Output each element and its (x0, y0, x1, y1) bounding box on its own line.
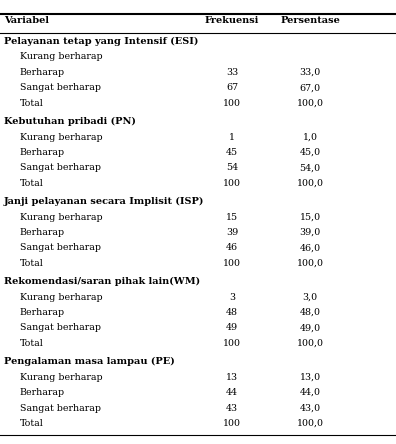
Text: 100,0: 100,0 (297, 179, 324, 188)
Text: Kurang berharap: Kurang berharap (20, 52, 103, 62)
Text: 44: 44 (226, 388, 238, 397)
Text: Pelayanan tetap yang Intensif (ESI): Pelayanan tetap yang Intensif (ESI) (4, 36, 198, 46)
Text: 13,0: 13,0 (299, 373, 321, 381)
Text: Kurang berharap: Kurang berharap (20, 293, 103, 301)
Text: 46: 46 (226, 243, 238, 253)
Text: Kurang berharap: Kurang berharap (20, 132, 103, 142)
Text: 33: 33 (226, 68, 238, 77)
Text: Berharap: Berharap (20, 308, 65, 317)
Text: Sangat berharap: Sangat berharap (20, 163, 101, 173)
Text: Total: Total (20, 99, 44, 108)
Text: 43: 43 (226, 404, 238, 412)
Text: 100: 100 (223, 99, 241, 108)
Text: 54: 54 (226, 163, 238, 173)
Text: Total: Total (20, 339, 44, 348)
Text: 100,0: 100,0 (297, 339, 324, 348)
Text: 3: 3 (229, 293, 235, 301)
Text: 43,0: 43,0 (299, 404, 321, 412)
Text: 1: 1 (229, 132, 235, 142)
Text: 100,0: 100,0 (297, 419, 324, 428)
Text: 13: 13 (226, 373, 238, 381)
Text: 100: 100 (223, 179, 241, 188)
Text: Total: Total (20, 179, 44, 188)
Text: 46,0: 46,0 (299, 243, 321, 253)
Text: 100,0: 100,0 (297, 259, 324, 268)
Text: 48: 48 (226, 308, 238, 317)
Text: 67,0: 67,0 (299, 83, 321, 92)
Text: Kebutuhan pribadi (PN): Kebutuhan pribadi (PN) (4, 116, 136, 126)
Text: Kurang berharap: Kurang berharap (20, 373, 103, 381)
Text: 33,0: 33,0 (299, 68, 321, 77)
Text: 100,0: 100,0 (297, 99, 324, 108)
Text: 48,0: 48,0 (299, 308, 320, 317)
Text: 100: 100 (223, 339, 241, 348)
Text: Sangat berharap: Sangat berharap (20, 324, 101, 333)
Text: 15,0: 15,0 (299, 213, 321, 222)
Text: Berharap: Berharap (20, 388, 65, 397)
Text: Pengalaman masa lampau (PE): Pengalaman masa lampau (PE) (4, 357, 175, 365)
Text: Total: Total (20, 259, 44, 268)
Text: Kurang berharap: Kurang berharap (20, 213, 103, 222)
Text: 67: 67 (226, 83, 238, 92)
Text: 44,0: 44,0 (299, 388, 320, 397)
Text: 49,0: 49,0 (299, 324, 321, 333)
Text: Berharap: Berharap (20, 68, 65, 77)
Text: 100: 100 (223, 419, 241, 428)
Text: Berharap: Berharap (20, 148, 65, 157)
Text: 39: 39 (226, 228, 238, 237)
Text: 45: 45 (226, 148, 238, 157)
Text: 1,0: 1,0 (303, 132, 318, 142)
Text: 15: 15 (226, 213, 238, 222)
Text: 3,0: 3,0 (303, 293, 318, 301)
Text: 54,0: 54,0 (299, 163, 321, 173)
Text: Rekomendasi/saran pihak lain(WM): Rekomendasi/saran pihak lain(WM) (4, 277, 200, 285)
Text: Sangat berharap: Sangat berharap (20, 83, 101, 92)
Text: Frekuensi: Frekuensi (205, 16, 259, 25)
Text: Berharap: Berharap (20, 228, 65, 237)
Text: Sangat berharap: Sangat berharap (20, 404, 101, 412)
Text: Total: Total (20, 419, 44, 428)
Text: 100: 100 (223, 259, 241, 268)
Text: 39,0: 39,0 (299, 228, 321, 237)
Text: Variabel: Variabel (4, 16, 49, 25)
Text: Sangat berharap: Sangat berharap (20, 243, 101, 253)
Text: 45,0: 45,0 (299, 148, 321, 157)
Text: Janji pelayanan secara Implisit (ISP): Janji pelayanan secara Implisit (ISP) (4, 197, 204, 206)
Text: 49: 49 (226, 324, 238, 333)
Text: Persentase: Persentase (280, 16, 340, 25)
